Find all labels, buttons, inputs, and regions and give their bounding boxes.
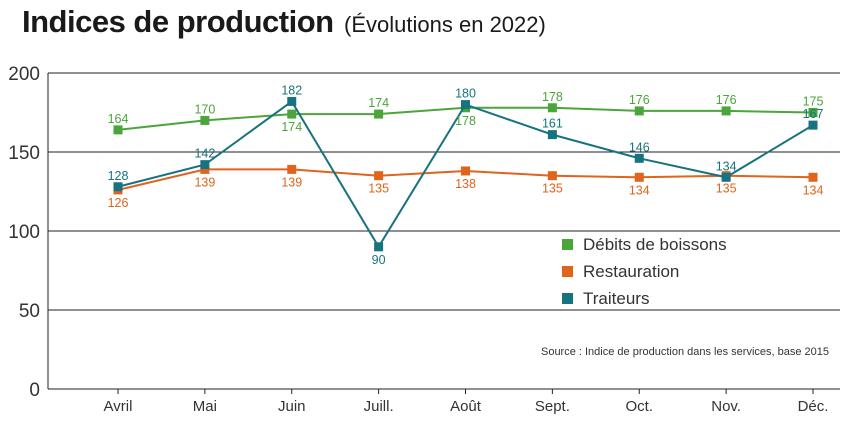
data-label: 135 [542,182,563,196]
data-point [634,106,644,116]
data-label: 167 [803,107,824,121]
data-label: 180 [455,87,476,101]
x-tick-label: Août [450,398,482,415]
grid-layer [48,72,840,311]
data-point [374,242,384,252]
data-point [287,164,297,174]
data-point [634,153,644,163]
data-label: 161 [542,117,563,131]
y-tick-label: 200 [8,64,40,85]
data-point [200,164,210,174]
legend-marker [562,293,573,304]
data-label: 176 [629,93,650,107]
y-tick-label: 0 [29,380,40,401]
x-tick-label: Oct. [625,398,653,415]
data-point [287,96,297,106]
data-label: 126 [108,196,129,210]
data-point [113,182,123,192]
data-point [721,106,731,116]
legend-marker [562,239,573,250]
data-label: 164 [108,112,129,126]
data-label: 135 [368,182,389,196]
series-layer [113,96,818,252]
data-point [547,171,557,181]
data-label: 176 [716,93,737,107]
data-point [374,109,384,119]
data-point [547,130,557,140]
y-tick-label: 100 [8,222,40,243]
axis-layer: 0 50 100 150 200 Avril Mai Juin Juill. Août Sept. O… [8,64,840,415]
data-label: 139 [194,175,215,189]
y-tick-label: 150 [8,143,40,164]
x-tick-label: Avril [104,398,133,415]
data-label: 128 [108,169,129,183]
data-label: 170 [194,102,215,116]
legend-marker [562,266,573,277]
title-row: Indices de production (Évolutions en 202… [22,4,546,40]
data-label: 90 [372,253,386,267]
data-point [808,120,818,130]
data-point [721,172,731,182]
x-tick-label: Juin [278,398,306,415]
data-label: 134 [629,183,650,197]
data-label-layer: 164 170 174 174 178 178 176 176 175 126 139 139 135 1… [108,83,824,266]
data-label: 135 [716,182,737,196]
data-point [461,166,470,176]
data-label: 178 [542,90,563,104]
source-note: Source : Indice de production dans les s… [541,346,829,358]
data-label: 138 [455,177,476,191]
x-tick-label: Nov. [711,398,741,415]
chart-title: Indices de production [22,4,334,39]
data-point [808,172,818,182]
data-point [200,160,210,170]
data-point [547,103,557,113]
data-point [200,115,210,125]
legend-entry: Débits de boissons [583,235,727,254]
data-point [634,172,644,182]
chart-subtitle: (Évolutions en 2022) [344,12,546,37]
data-label: 182 [281,83,302,97]
data-label: 139 [281,175,302,189]
data-label: 146 [629,140,650,154]
x-tick-label: Déc. [798,398,829,415]
legend-entry: Traiteurs [583,289,649,308]
data-point [808,108,818,117]
legend: Débits de boissons Restauration Traiteurs [562,235,727,308]
data-label: 174 [368,96,389,110]
x-tick-label: Sept. [535,398,570,415]
data-label: 134 [803,183,824,197]
data-label: 178 [455,114,476,128]
data-label: 134 [716,159,737,173]
data-point [113,125,123,135]
data-point [287,109,297,119]
data-label: 142 [194,147,215,161]
data-point [374,171,384,181]
data-point [461,100,470,110]
x-tick-label: Mai [193,398,217,415]
data-label: 175 [803,95,824,109]
legend-entry: Restauration [583,262,679,281]
data-label: 174 [281,120,302,134]
y-tick-label: 50 [19,301,40,322]
x-tick-label: Juill. [364,398,394,415]
